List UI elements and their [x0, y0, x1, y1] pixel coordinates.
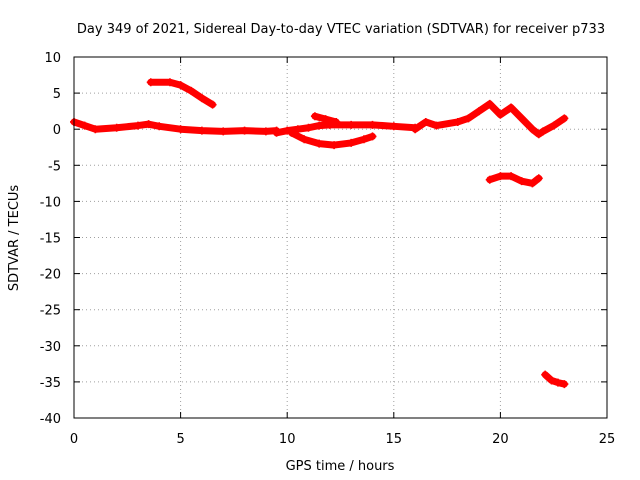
- x-tick-label: 25: [599, 432, 616, 447]
- data-point-marker: [304, 123, 313, 132]
- data-point-marker: [80, 121, 89, 130]
- data-point-marker: [411, 125, 420, 134]
- data-point-marker: [553, 378, 562, 387]
- data-point-marker: [315, 139, 324, 148]
- plot-frame: [73, 56, 608, 419]
- data-point-marker: [359, 135, 368, 144]
- data-point-marker: [496, 110, 505, 119]
- data-point-marker: [534, 174, 543, 183]
- data-point-marker: [368, 120, 377, 129]
- data-point-marker: [464, 114, 473, 123]
- x-axis: 0 5 10 15 20 25: [70, 57, 615, 447]
- data-point-marker: [549, 121, 558, 130]
- data-point-marker: [547, 376, 556, 385]
- chart-title: Day 349 of 2021, Sidereal Day-to-day VTE…: [77, 22, 605, 37]
- data-point-marker: [560, 114, 569, 123]
- y-tick-label: -40: [40, 412, 61, 427]
- data-point-marker: [272, 128, 281, 137]
- data-point-marker: [330, 141, 339, 150]
- data-point-marker: [187, 86, 196, 95]
- data-point-marker: [293, 125, 302, 134]
- y-tick-label: -25: [40, 304, 61, 319]
- series-arc-main-1: [70, 117, 281, 136]
- grid-lines: [74, 57, 607, 418]
- series-arc-dip-mid: [287, 128, 377, 150]
- data-point-marker: [368, 132, 377, 141]
- data-point-marker: [517, 114, 526, 123]
- series-band: [273, 121, 419, 137]
- data-point-marker: [534, 130, 543, 139]
- data-point-marker: [539, 127, 548, 136]
- data-point-marker: [528, 125, 537, 134]
- data-point-marker: [144, 120, 153, 129]
- data-point-marker: [91, 125, 100, 134]
- data-point-marker: [261, 127, 270, 136]
- data-point-marker: [517, 177, 526, 186]
- y-axis: 10 5 0 -5 -10 -15 -20 -25 -30 -35 -40: [40, 51, 607, 427]
- y-tick-label: -10: [40, 195, 61, 210]
- series-band: [411, 100, 568, 138]
- data-point-marker: [507, 103, 516, 112]
- data-point-marker: [332, 117, 341, 126]
- y-tick-label: -35: [40, 376, 61, 391]
- y-tick-label: -20: [40, 268, 61, 283]
- data-point-marker: [421, 117, 430, 126]
- series-arc-hump: [310, 112, 341, 126]
- series-band: [486, 172, 543, 187]
- data-point-marker: [112, 123, 121, 132]
- data-point-marker: [560, 380, 569, 389]
- data-point-marker: [485, 99, 494, 108]
- data-point-marker: [541, 370, 550, 379]
- data-point-marker: [165, 78, 174, 87]
- data-point-marker: [453, 117, 462, 126]
- y-tick-label: 0: [53, 123, 61, 138]
- x-tick-label: 5: [176, 432, 184, 447]
- x-tick-label: 0: [70, 432, 78, 447]
- data-point-marker: [133, 121, 142, 130]
- data-point-marker: [197, 126, 206, 135]
- x-tick-label: 20: [492, 432, 509, 447]
- data-point-marker: [347, 138, 356, 147]
- data-point-marker: [146, 78, 155, 87]
- data-point-marker: [496, 172, 505, 181]
- series-arc-late: [411, 99, 569, 139]
- series-arc-high-early: [146, 78, 217, 109]
- data-point-marker: [432, 121, 441, 130]
- y-tick-label: -30: [40, 340, 61, 355]
- data-point-marker: [389, 122, 398, 131]
- data-point-marker: [321, 115, 330, 124]
- data-point-marker: [310, 112, 319, 121]
- data-point-marker: [528, 179, 537, 188]
- data-point-marker: [176, 125, 185, 134]
- y-tick-label: -15: [40, 232, 61, 247]
- data-point-marker: [347, 120, 356, 129]
- series-arc-neg7: [485, 172, 543, 188]
- y-axis-label: SDTVAR / TECUs: [7, 185, 22, 292]
- data-series: [70, 78, 569, 389]
- data-point-marker: [485, 175, 494, 184]
- data-point-marker: [240, 126, 249, 135]
- y-tick-label: -5: [48, 159, 61, 174]
- y-tick-label: 5: [53, 87, 61, 102]
- data-point-marker: [315, 121, 324, 130]
- data-point-marker: [283, 126, 292, 135]
- data-point-marker: [155, 122, 164, 131]
- x-tick-label: 10: [279, 432, 296, 447]
- data-point-marker: [475, 107, 484, 116]
- data-point-marker: [208, 100, 217, 109]
- data-point-marker: [197, 94, 206, 103]
- series-arc-neg35: [541, 370, 569, 389]
- data-point-marker: [176, 81, 185, 90]
- x-axis-label: GPS time / hours: [286, 459, 395, 474]
- data-point-marker: [219, 127, 228, 136]
- y-tick-label: 10: [44, 51, 61, 66]
- data-point-marker: [507, 172, 516, 181]
- x-tick-label: 15: [386, 432, 403, 447]
- data-point-marker: [300, 135, 309, 144]
